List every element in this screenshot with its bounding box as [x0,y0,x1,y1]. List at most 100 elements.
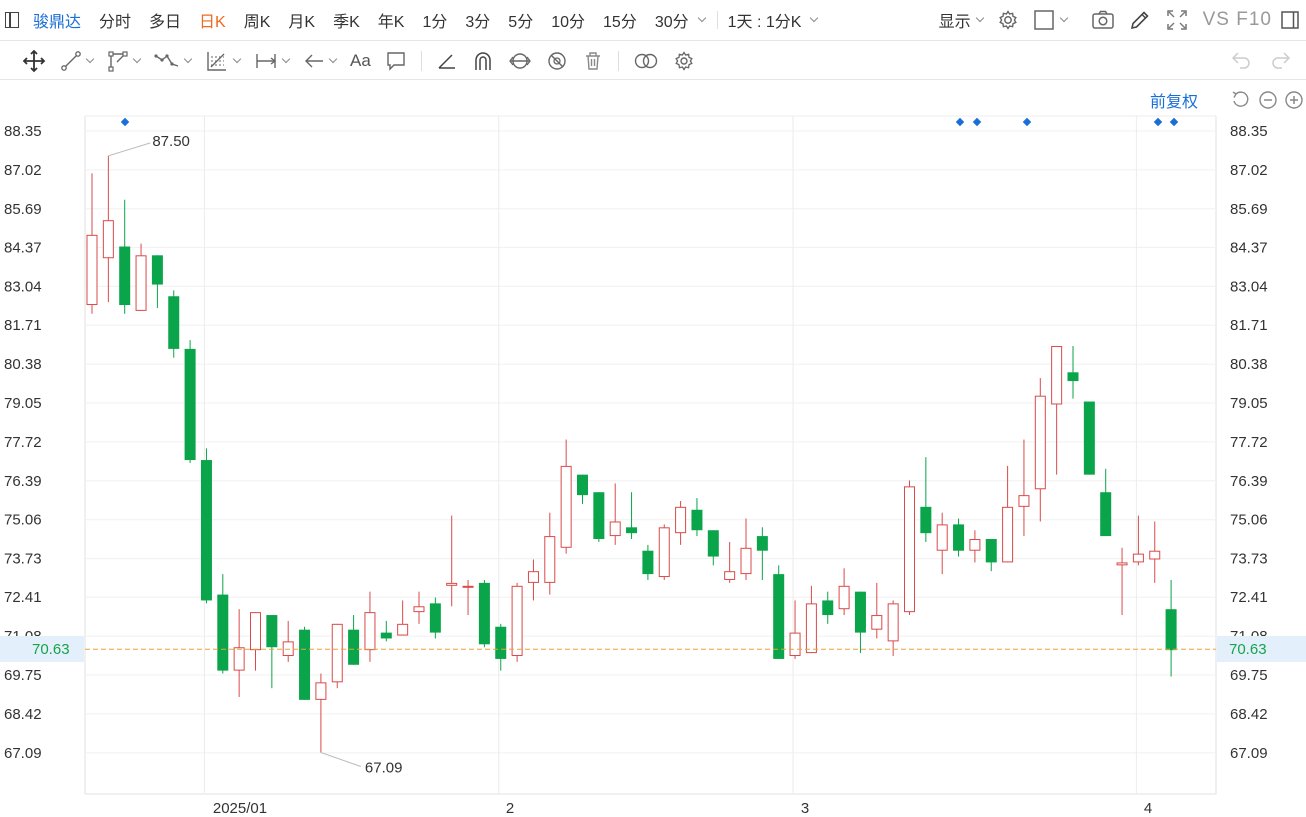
panel-toggle-icon[interactable] [1280,9,1300,31]
sidebar-toggle-icon[interactable] [5,12,19,28]
y-tick-label-left: 84.37 [4,239,42,256]
period-tab-daily[interactable]: 日K [199,14,226,31]
undo-redo-group [1230,42,1292,80]
sync-tool[interactable] [508,50,532,72]
candle-body [397,623,409,636]
candle-body [266,615,278,648]
sync-icon [508,52,531,69]
candle [462,579,474,616]
display-menu[interactable]: 显示 [939,8,984,32]
candle-body [135,255,147,311]
candle [1149,521,1161,583]
y-tick-label-left: 79.05 [4,395,42,412]
candle [217,574,229,674]
zoom-out-icon[interactable] [1258,90,1278,115]
pencil-icon[interactable] [1129,9,1151,31]
compare-tool[interactable] [633,50,659,72]
period-tab-monthly[interactable]: 月K [288,14,316,31]
fullscreen-icon[interactable] [1165,8,1189,32]
chart-axes: 88.35 88.35 87.02 87.02 85.69 85.69 84.37 84.37… [4,123,1268,817]
period-tab-5min[interactable]: 5分 [508,14,534,31]
candle [250,612,261,671]
candle [119,199,131,314]
angle-icon [438,53,455,69]
delete-tool[interactable] [582,50,604,72]
divider [617,50,619,71]
candle [789,600,801,659]
wave-tool[interactable] [154,50,193,72]
zoom-in-icon[interactable] [1284,90,1304,115]
candle [626,492,638,540]
candle-body [887,603,899,642]
candle [544,512,556,595]
candle-body [936,524,948,551]
candle-body [740,547,752,575]
arrow-tool[interactable] [303,50,338,72]
reset-icon[interactable] [1230,90,1252,115]
toolbar-right-group: 显示 VS F10 [925,0,1300,40]
period-tab-1min[interactable]: 1分 [422,14,448,31]
polyline-tool[interactable] [107,50,142,72]
annotation-tool[interactable] [385,50,407,72]
tool-settings[interactable] [673,50,695,72]
measure-tool[interactable] [254,50,291,72]
candle [233,609,245,697]
drawing-toolbar: Aa [0,42,1306,80]
candle [740,518,752,580]
period-tab-fenshi[interactable]: 分时 [99,14,132,31]
magnet-tool[interactable] [472,50,494,72]
period-tab-quarterly[interactable]: 季K [333,14,360,31]
y-tick-label-left: 80.38 [4,356,42,373]
redo-icon[interactable] [1270,48,1292,75]
candle [1100,468,1112,537]
candle [200,448,212,604]
candle-body [724,571,736,580]
y-tick-label-left: 69.75 [4,667,42,684]
settings-icon[interactable] [997,9,1019,31]
period-tab-10min[interactable]: 10分 [551,14,586,31]
event-marker-icon [1153,117,1163,127]
candle [577,474,588,504]
candle-body [642,550,654,575]
vs-f10-button[interactable]: VS F10 [1202,9,1272,30]
high-price-annotation: 87.50 [152,133,190,150]
period-tab-duori[interactable]: 多日 [149,14,182,31]
stock-name[interactable]: 骏鼎达 [33,14,82,31]
chart-style-menu[interactable] [1033,9,1068,31]
text-tool[interactable]: Aa [350,50,371,70]
candle [593,492,605,542]
fibonacci-tool[interactable] [205,49,242,73]
candle-body [871,615,883,630]
candle [560,439,572,554]
move-cross-icon[interactable] [22,49,46,73]
candle [675,500,687,545]
candle-body [707,530,719,557]
y-tick-label-right: 77.72 [1230,434,1268,451]
candle-body [1002,506,1014,563]
period-tab-weekly[interactable]: 周K [243,14,271,31]
candle [1083,401,1095,475]
candle-body [1034,395,1046,490]
low-leader-line [320,752,362,767]
period-tab-15min[interactable]: 15分 [603,14,637,31]
candle [969,530,981,563]
period-tab-3min[interactable]: 3分 [465,14,491,31]
trendline-tool[interactable] [60,50,95,72]
event-marker-icon [1169,117,1179,127]
candle [953,518,965,557]
camera-icon[interactable] [1091,9,1115,31]
candle [1116,547,1128,616]
candle-body [1165,609,1177,651]
candle-body [985,539,997,563]
period-tab-30min[interactable]: 30分 [654,14,689,31]
angle-tool[interactable] [436,50,458,72]
hide-drawings-tool[interactable] [546,50,568,72]
undo-icon[interactable] [1230,48,1252,75]
price-adjust-selector[interactable]: 前复权 [1150,94,1199,111]
candle [348,615,360,665]
period-tab-yearly[interactable]: 年K [377,14,405,31]
range-selector[interactable]: 1天 : 1分K [727,14,802,31]
current-price-left: 70.63 [32,640,70,658]
candle [102,155,114,303]
